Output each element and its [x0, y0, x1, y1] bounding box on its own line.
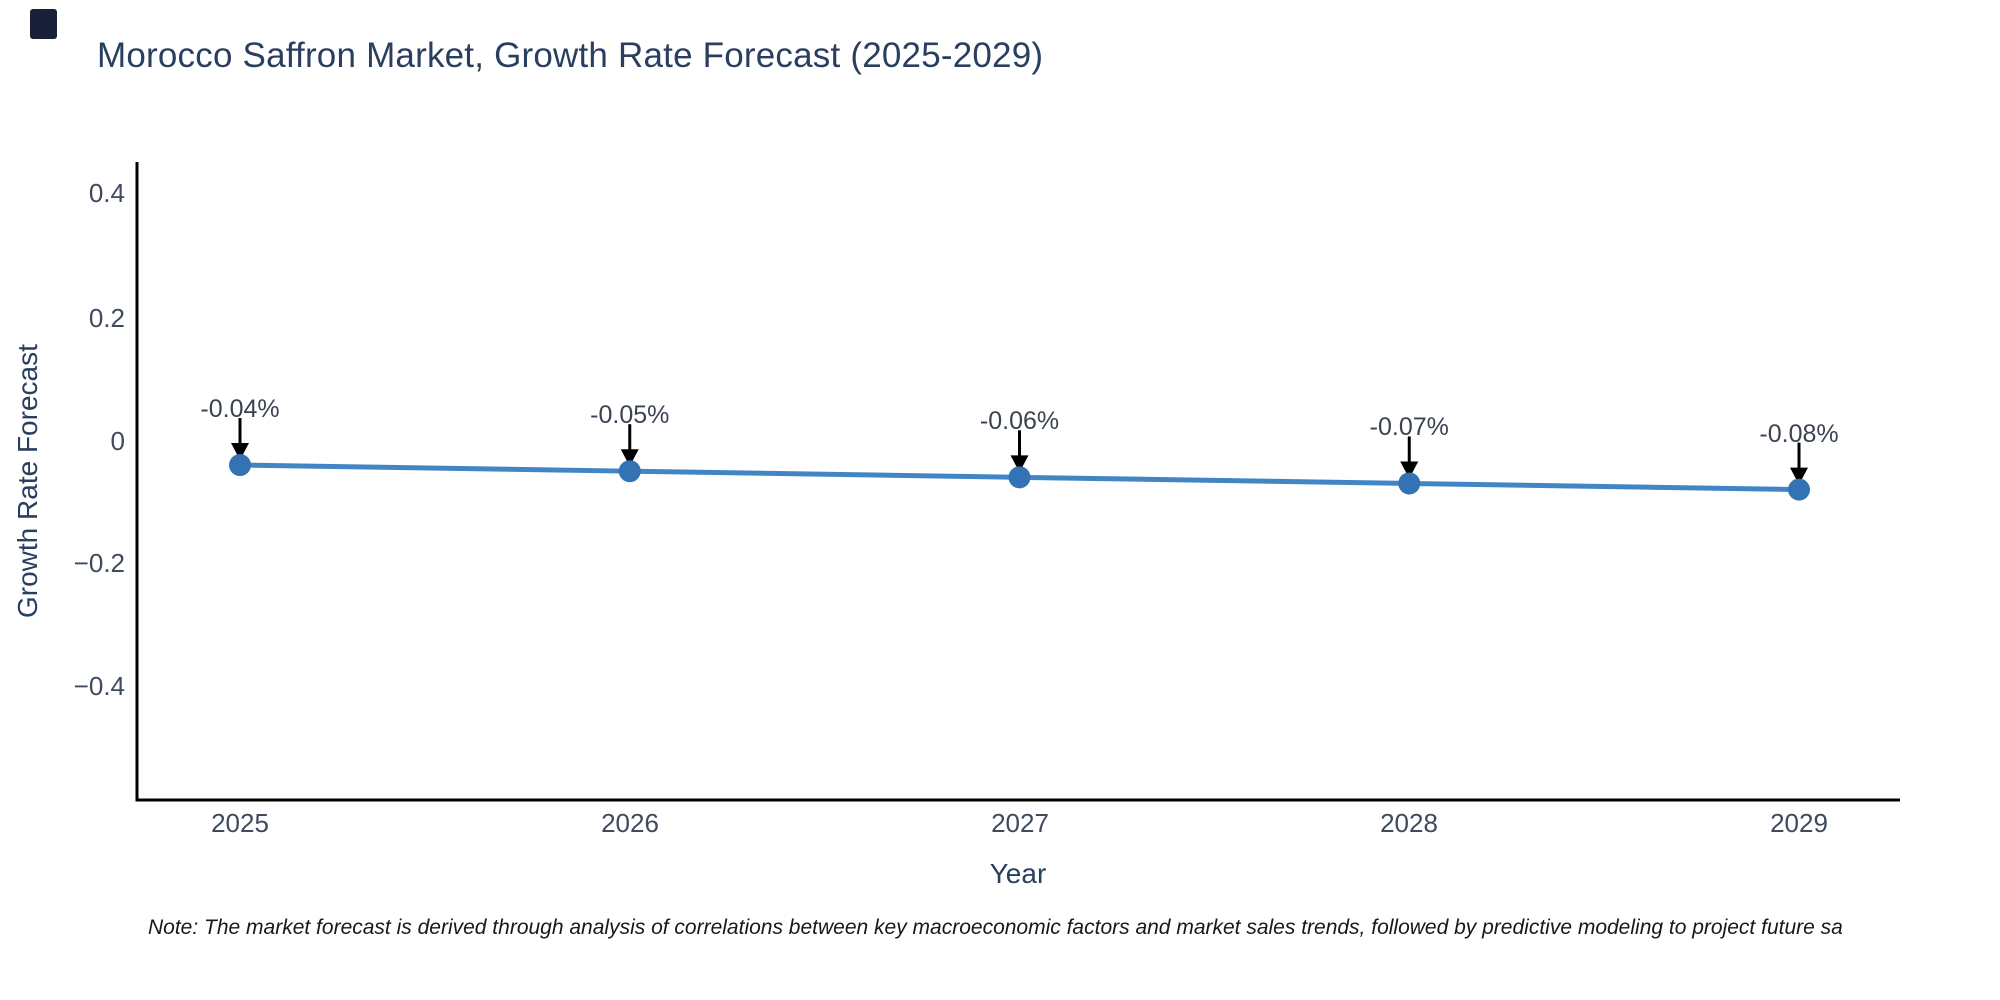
x-tick-label: 2027 [991, 808, 1049, 838]
data-label: -0.08% [1759, 419, 1839, 448]
data-point-markers [229, 454, 1810, 501]
axis-lines [135, 162, 1900, 802]
data-label: -0.07% [1369, 413, 1449, 442]
y-tick-label: −0.2 [73, 548, 125, 578]
data-label: -0.04% [200, 395, 280, 424]
data-point [1008, 466, 1031, 489]
data-point [1398, 472, 1421, 495]
data-label: -0.06% [979, 407, 1060, 436]
top-left-dark-badge [30, 9, 57, 39]
y-tick-label: 0.2 [88, 303, 125, 333]
footnote: Note: The market forecast is derived thr… [148, 916, 1843, 939]
data-point [229, 454, 251, 477]
y-tick-label: −0.4 [73, 671, 125, 701]
data-point [1788, 478, 1810, 501]
x-tick-label: 2029 [1770, 808, 1828, 838]
x-tick-label: 2026 [601, 808, 659, 838]
x-tick-label: 2025 [211, 808, 269, 838]
x-axis-title: Year [989, 858, 1047, 889]
y-tick-label: 0 [110, 426, 125, 456]
data-point [618, 460, 641, 483]
y-tick-label: 0.4 [88, 178, 125, 208]
x-tick-label: 2028 [1380, 808, 1438, 838]
chart-title: Morocco Saffron Market, Growth Rate Fore… [97, 36, 1044, 75]
annotation-arrows [231, 418, 1808, 485]
data-label: -0.05% [590, 401, 670, 430]
